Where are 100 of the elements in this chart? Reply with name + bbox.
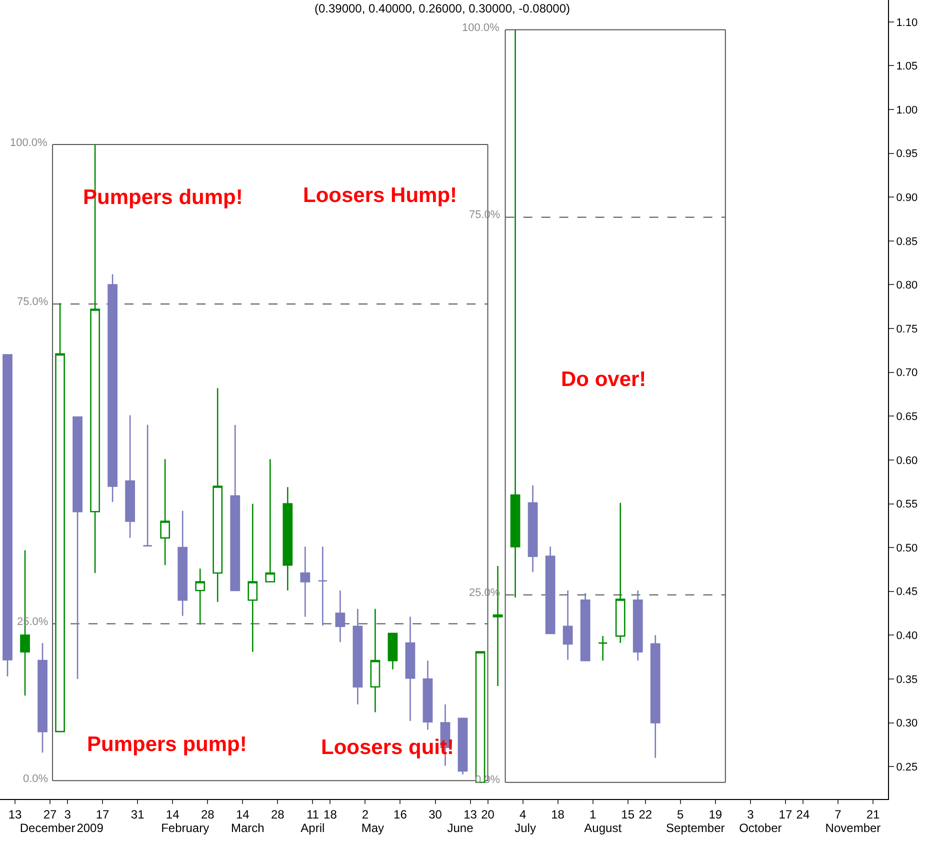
y-tick-label: 0.80	[896, 280, 918, 292]
x-tick-label: 16	[394, 807, 408, 822]
candlestick	[352, 608, 363, 706]
x-tick-label: 31	[130, 807, 145, 822]
candlestick	[370, 608, 380, 713]
x-tick-label: 22	[638, 807, 652, 822]
candlestick	[38, 642, 48, 754]
annotation: 100.0%	[462, 22, 500, 34]
x2-tick-label: December	[20, 821, 76, 835]
annotation: Do over!	[561, 368, 646, 391]
x-tick-label: 19	[708, 807, 722, 822]
x-tick-label: 20	[481, 807, 495, 822]
y-tick-label: 0.85	[896, 236, 918, 248]
x2-tick-label: September	[666, 821, 725, 835]
x-tick-label: 17	[96, 807, 110, 822]
y-tick-label: 0.60	[896, 454, 918, 467]
x-tick-label: 14	[166, 807, 180, 822]
x-tick-label: 18	[551, 807, 565, 822]
x2-tick-label: April	[300, 821, 325, 835]
x-tick-label: 24	[796, 807, 810, 822]
y-tick-label: 0.50	[896, 542, 918, 554]
candlestick	[458, 718, 468, 776]
candlestick	[300, 546, 310, 618]
annotation: 75.0%	[17, 296, 48, 308]
x2-tick-label: June	[447, 821, 474, 835]
x2-tick-label: August	[584, 821, 622, 835]
y-tick-label: 0.75	[896, 323, 918, 336]
annotation: Pumpers pump!	[87, 733, 247, 756]
x-tick-label: 13	[464, 807, 478, 822]
candlestick	[598, 635, 608, 662]
candlestick	[510, 29, 520, 598]
candlestick	[142, 424, 153, 546]
x2-tick-label: November	[825, 821, 881, 835]
y-tick-label: 0.35	[896, 674, 918, 686]
x2-tick-label: October	[739, 821, 782, 835]
y-tick-label: 0.55	[896, 498, 918, 511]
x-tick-label: 15	[621, 807, 635, 822]
y-tick-label: 0.65	[896, 411, 918, 423]
x-tick-label: 1	[589, 807, 596, 822]
y-tick-label: 0.70	[896, 367, 918, 380]
candlestick	[248, 503, 258, 652]
x-tick-label: 5	[677, 807, 684, 822]
candlestick	[265, 458, 276, 582]
y-tick-label: 0.40	[896, 630, 918, 642]
candlestick	[195, 568, 206, 626]
candlestick	[212, 387, 223, 603]
x-tick-label: 17	[778, 807, 792, 822]
y-tick-label: 1.00	[896, 104, 918, 116]
annotation: 0.0%	[23, 773, 48, 785]
x-tick-label: 18	[324, 807, 338, 822]
candlestick	[72, 416, 82, 680]
x-tick-label: 14	[236, 807, 250, 822]
candlestick	[230, 424, 240, 592]
y-tick-label: 0.45	[896, 586, 918, 598]
x-tick-label: 30	[428, 807, 442, 822]
candlestick	[650, 634, 660, 758]
x2-tick-label: 2009	[76, 821, 104, 835]
x-tick-label: 11	[306, 807, 320, 822]
x-tick-label: 28	[200, 807, 215, 822]
candlestick	[178, 510, 188, 617]
x2-tick-label: July	[514, 821, 536, 835]
candlestick	[422, 660, 433, 730]
candlestick	[125, 414, 136, 539]
chart-title: (0.39000, 0.40000, 0.26000, 0.30000, -0.08000)	[314, 2, 570, 16]
x2-tick-label: February	[161, 821, 210, 835]
x2-tick-label: May	[361, 821, 384, 835]
x-tick-label: 3	[747, 807, 754, 822]
candlestick	[108, 274, 118, 503]
x-tick-label: 13	[8, 807, 22, 822]
candlestick	[545, 546, 556, 634]
candlestick	[580, 592, 590, 662]
x-tick-label: 27	[43, 807, 58, 822]
y-tick-label: 0.25	[896, 761, 918, 774]
candlestick	[318, 546, 328, 626]
candlestick	[2, 354, 12, 677]
x-tick-label: 2	[362, 807, 369, 822]
candlestick	[335, 590, 346, 643]
y-tick-label: 1.05	[896, 60, 918, 73]
candlestick	[160, 458, 170, 566]
candlestick	[528, 484, 538, 573]
y-tick-label: 0.90	[896, 192, 918, 204]
x-tick-label: 4	[519, 807, 526, 822]
y-tick-label: 0.30	[896, 718, 918, 730]
x-tick-label: 3	[64, 807, 72, 822]
candlestick	[562, 590, 573, 660]
candlestick	[632, 590, 643, 662]
x-tick-label: 28	[270, 807, 285, 822]
annotation: Loosers quit!	[321, 736, 454, 759]
annotation: 100.0%	[10, 137, 48, 149]
candlestick	[55, 302, 65, 732]
annotation: Loosers Hump!	[303, 184, 458, 207]
candlestick	[405, 616, 416, 722]
candlestick	[282, 486, 293, 592]
x2-tick-label: March	[230, 821, 264, 835]
x-tick-label: 21	[866, 807, 880, 822]
y-tick-label: 1.10	[896, 16, 918, 29]
candlestick	[388, 632, 398, 670]
y-tick-label: 0.95	[896, 148, 918, 160]
candlestick	[615, 502, 626, 644]
x-tick-label: 7	[834, 807, 842, 822]
